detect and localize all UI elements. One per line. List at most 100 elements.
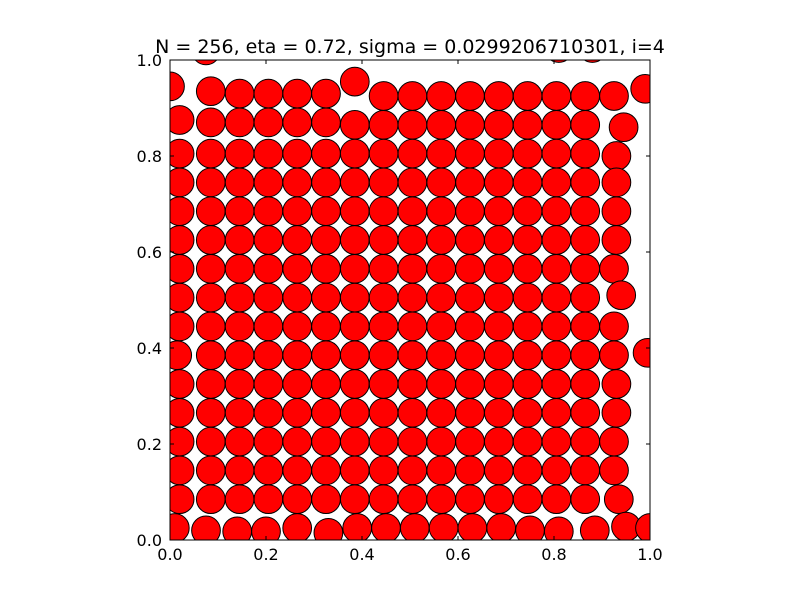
disk-point bbox=[397, 109, 428, 140]
disk-point bbox=[311, 225, 341, 255]
disk-point bbox=[455, 81, 485, 111]
disk-point bbox=[311, 369, 341, 399]
disk-point bbox=[512, 167, 543, 198]
disk-point bbox=[339, 196, 370, 227]
disk-point bbox=[541, 340, 572, 371]
disk-point bbox=[253, 253, 284, 284]
disk-point bbox=[339, 426, 370, 457]
disk-point bbox=[512, 253, 543, 284]
disk-point bbox=[483, 225, 514, 255]
disk-point bbox=[512, 225, 543, 255]
disk-point bbox=[455, 426, 485, 457]
disk-point bbox=[339, 167, 370, 198]
disk-point bbox=[282, 225, 313, 255]
disk-point bbox=[195, 167, 226, 198]
x-tick-label: 0.4 bbox=[349, 545, 374, 564]
disk-point bbox=[512, 138, 543, 169]
disk-point bbox=[368, 225, 399, 255]
disk-point bbox=[311, 282, 341, 313]
disk-point bbox=[397, 455, 428, 486]
disk-point bbox=[170, 513, 190, 540]
disk-point bbox=[253, 78, 284, 109]
disk-point bbox=[512, 311, 543, 342]
disk-point bbox=[630, 73, 650, 104]
disk-point bbox=[253, 107, 284, 138]
disk-point bbox=[224, 167, 255, 198]
disk-point bbox=[541, 196, 572, 227]
disk-point bbox=[368, 369, 399, 399]
disk-point bbox=[541, 397, 572, 428]
disk-point bbox=[455, 282, 485, 313]
disk-point bbox=[483, 397, 514, 428]
disk-point bbox=[570, 225, 601, 255]
disk-point bbox=[195, 107, 226, 138]
disk-point bbox=[512, 484, 543, 515]
disk-point bbox=[426, 196, 457, 227]
disk-point bbox=[483, 167, 514, 198]
x-tick-label: 0.6 bbox=[445, 545, 470, 564]
disk-point bbox=[599, 81, 629, 111]
disk-point bbox=[512, 196, 543, 227]
disk-point bbox=[570, 340, 601, 371]
disk-point bbox=[195, 340, 226, 371]
disk-point bbox=[282, 253, 313, 284]
disk-point bbox=[601, 225, 632, 255]
disk-point bbox=[541, 109, 572, 140]
disk-point bbox=[483, 369, 514, 399]
disk-point bbox=[483, 426, 514, 457]
disk-point bbox=[512, 455, 543, 486]
disk-point bbox=[570, 109, 601, 140]
disk-point bbox=[397, 282, 428, 313]
disk-point bbox=[512, 282, 543, 313]
disk-point bbox=[195, 76, 226, 107]
disk-point bbox=[541, 369, 572, 399]
disk-point bbox=[195, 138, 226, 169]
disk-point bbox=[426, 225, 457, 255]
y-tick-label: 1.0 bbox=[137, 51, 162, 70]
disk-point bbox=[368, 426, 399, 457]
disk-point bbox=[339, 369, 370, 399]
disk-point bbox=[339, 109, 370, 140]
disk-point bbox=[397, 225, 428, 255]
disk-point bbox=[195, 484, 226, 515]
disk-point bbox=[483, 311, 514, 342]
y-tick-label: 0.2 bbox=[137, 435, 162, 454]
disk-point bbox=[483, 484, 514, 515]
disk-point bbox=[426, 369, 457, 399]
disk-point bbox=[583, 60, 602, 63]
disk-point bbox=[483, 196, 514, 227]
disk-point bbox=[603, 484, 634, 515]
disk-point bbox=[282, 397, 313, 428]
disk-point bbox=[311, 426, 341, 457]
disk-point bbox=[313, 517, 344, 540]
disk-point bbox=[224, 397, 255, 428]
disk-point bbox=[541, 253, 572, 284]
disk-point bbox=[368, 109, 399, 140]
disk-point bbox=[282, 426, 313, 457]
x-tick-label: 0.8 bbox=[541, 545, 566, 564]
disk-point bbox=[195, 369, 226, 399]
disk-point bbox=[224, 138, 255, 169]
disk-point bbox=[599, 311, 629, 342]
disk-point bbox=[541, 455, 572, 486]
disk-point bbox=[339, 340, 370, 371]
disk-layer bbox=[170, 60, 650, 540]
disk-point bbox=[428, 513, 459, 540]
disk-point bbox=[570, 282, 601, 313]
disk-point bbox=[224, 311, 255, 342]
disk-point bbox=[599, 253, 629, 284]
disk-point bbox=[368, 81, 399, 111]
disk-point bbox=[606, 280, 637, 311]
chart-title: N = 256, eta = 0.72, sigma = 0.029920671… bbox=[155, 36, 665, 58]
disk-point bbox=[570, 167, 601, 198]
disk-point bbox=[601, 196, 632, 227]
disk-point bbox=[282, 107, 313, 138]
disk-point bbox=[455, 109, 485, 140]
disk-point bbox=[512, 81, 543, 111]
disk-point bbox=[455, 138, 485, 169]
disk-point bbox=[599, 455, 629, 486]
disk-point bbox=[368, 340, 399, 371]
disk-point bbox=[483, 81, 514, 111]
disk-point bbox=[282, 369, 313, 399]
disk-point bbox=[282, 167, 313, 198]
